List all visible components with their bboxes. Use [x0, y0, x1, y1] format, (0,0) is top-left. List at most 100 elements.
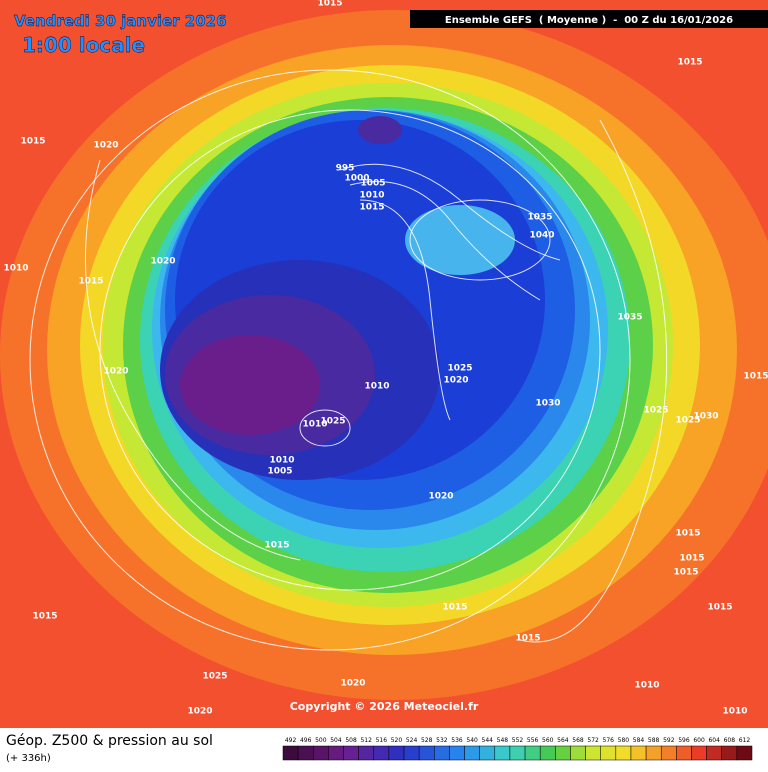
geopotential-field	[0, 0, 768, 728]
legend-label: 524	[406, 737, 418, 744]
isobar-label: 1015	[743, 372, 768, 382]
isobar-label: 1010	[302, 420, 327, 430]
legend-swatch	[509, 745, 526, 761]
legend-label: 500	[315, 737, 327, 744]
copyright: Copyright © 2026 Meteociel.fr	[290, 700, 479, 713]
isobar-label: 1025	[675, 416, 700, 426]
legend-label: 600	[693, 737, 705, 744]
legend-label: 612	[739, 737, 751, 744]
legend-label: 532	[436, 737, 448, 744]
isobar-label: 1015	[78, 277, 103, 287]
legend-swatch	[721, 745, 738, 761]
isobar-label: 1010	[364, 382, 389, 392]
legend-label: 568	[572, 737, 584, 744]
isobar-label: 1000	[344, 174, 369, 184]
isobar-label: 1025	[643, 406, 668, 416]
isobar-label: 1030	[693, 412, 718, 422]
legend-label: 492	[285, 737, 297, 744]
legend-label: 588	[648, 737, 660, 744]
isobar-label: 1025	[447, 364, 472, 374]
legend-label: 552	[512, 737, 524, 744]
isobar-label: 995	[336, 164, 355, 174]
legend-label: 508	[345, 737, 357, 744]
isobar-label: 1020	[187, 707, 212, 717]
legend-swatch	[555, 745, 571, 761]
legend-label: 580	[618, 737, 630, 744]
legend-swatch	[676, 745, 692, 761]
legend-swatch	[358, 745, 375, 761]
legend-swatch	[388, 745, 405, 761]
isobar-label: 1015	[679, 554, 704, 564]
legend-label: 576	[603, 737, 615, 744]
legend-swatch	[600, 745, 617, 761]
legend-label: 572	[587, 737, 599, 744]
legend-swatch	[297, 745, 314, 761]
legend-swatch	[736, 745, 753, 761]
legend-swatch	[464, 745, 480, 761]
legend-swatch	[494, 745, 511, 761]
isobar-label: 1020	[443, 376, 468, 386]
isobar-label: 1020	[340, 679, 365, 689]
legend-swatch	[434, 745, 450, 761]
legend-swatch	[570, 745, 586, 761]
legend-label: 512	[360, 737, 372, 744]
legend-label: 596	[678, 737, 690, 744]
isobar-label: 1020	[103, 367, 128, 377]
legend-label: 556	[527, 737, 539, 744]
legend-label: 540	[466, 737, 478, 744]
legend-swatch	[615, 745, 632, 761]
isobar-label: 1010	[359, 191, 384, 201]
legend-swatch	[479, 745, 496, 761]
isobar-label: 1030	[535, 399, 560, 409]
legend-label: 516	[376, 737, 388, 744]
legend-label: 496	[300, 737, 312, 744]
legend-label: 560	[542, 737, 554, 744]
isobar-label: 1015	[317, 0, 342, 9]
isobar-label: 1015	[442, 603, 467, 613]
legend-label: 548	[497, 737, 509, 744]
legend-swatch	[630, 745, 647, 761]
isobar-label: 1020	[428, 492, 453, 502]
isobar-label: 1010	[722, 707, 747, 717]
isobar-label: 1015	[707, 603, 732, 613]
legend-swatch	[706, 745, 722, 761]
legend-label: 536	[451, 737, 463, 744]
legend-swatch	[585, 745, 601, 761]
model-banner	[410, 10, 768, 28]
legend-label: 608	[724, 737, 736, 744]
local-time: 1:00 locale	[22, 33, 145, 57]
isobar-label: 1015	[515, 634, 540, 644]
isobar-label: 1025	[202, 672, 227, 682]
isobar-label: 1010	[269, 456, 294, 466]
legend-swatch	[328, 745, 344, 761]
isobar-label: 1015	[675, 529, 700, 539]
isobar-label: 1035	[527, 213, 552, 223]
model-run: Ensemble GEFS ( Moyenne ) - 00 Z du 16/0…	[445, 15, 733, 26]
legend-swatch	[660, 745, 677, 761]
isobar-label: 1015	[264, 541, 289, 551]
legend-label: 504	[330, 737, 342, 744]
isobar-label: 1005	[360, 179, 385, 189]
isobar-label: 1025	[320, 417, 345, 427]
legend-swatch	[343, 745, 359, 761]
isobar-label: 1015	[677, 58, 702, 68]
isobar-label: 1015	[673, 568, 698, 578]
isobar-label: 1020	[93, 141, 118, 151]
isobars	[29, 69, 668, 651]
legend-swatch	[403, 745, 420, 761]
legend-label: 520	[391, 737, 403, 744]
isobar-label: 1040	[529, 231, 554, 241]
legend-swatch	[645, 745, 662, 761]
isobar-label: 1015	[20, 137, 45, 147]
footer-title: Géop. Z500 & pression au sol	[6, 733, 213, 749]
legend-label: 544	[482, 737, 494, 744]
legend-swatch	[313, 745, 329, 761]
color-legend: 492 496 500 504 508 512 516 520 524 528 532 536 540 5…	[282, 737, 753, 761]
legend-swatch	[691, 745, 707, 761]
legend-swatch	[373, 745, 390, 761]
legend-label: 592	[663, 737, 675, 744]
legend-swatch	[524, 745, 541, 761]
isobar-label: 1035	[617, 313, 642, 323]
